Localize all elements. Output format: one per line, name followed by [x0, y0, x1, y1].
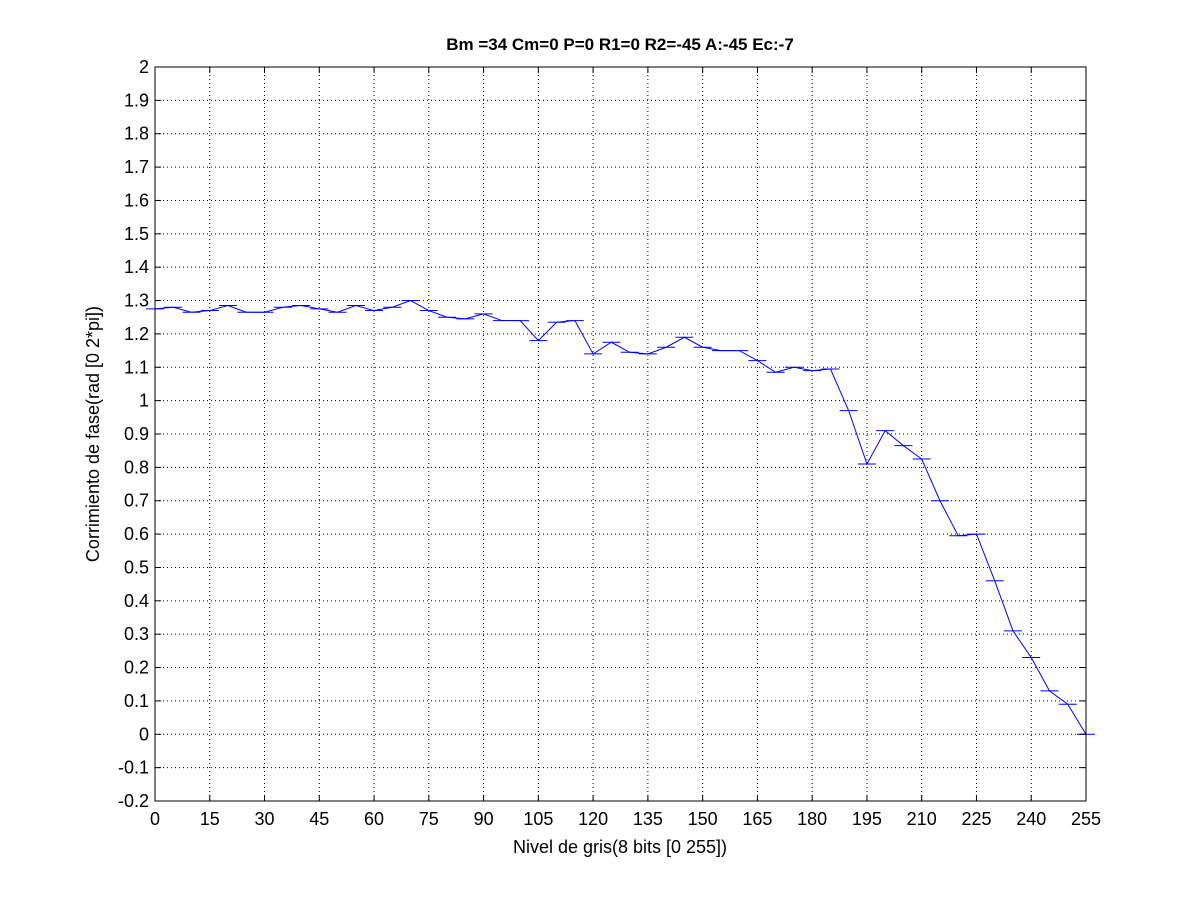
y-tick-label: 1.5	[124, 224, 149, 244]
y-tick-label: 1.8	[124, 124, 149, 144]
y-tick-label: 0.9	[124, 424, 149, 444]
y-tick-label: 0.2	[124, 658, 149, 678]
x-tick-label: 135	[633, 809, 663, 829]
data-markers	[146, 300, 1095, 735]
y-tick-label: 1.6	[124, 190, 149, 210]
x-tick-label: 45	[309, 809, 329, 829]
x-tick-label: 150	[688, 809, 718, 829]
x-tick-label: 90	[474, 809, 494, 829]
x-tick-label: 15	[200, 809, 220, 829]
x-tick-label: 165	[742, 809, 772, 829]
y-tick-label: 1	[139, 391, 149, 411]
x-tick-label: 75	[419, 809, 439, 829]
x-tick-label: 255	[1071, 809, 1101, 829]
data-series	[154, 300, 1087, 735]
x-tick-label: 225	[961, 809, 991, 829]
y-tick-label: -0.2	[118, 791, 149, 811]
x-tick-labels: 0 15 30 45 60 75 90 105 120 135 150 165 180 195 210 225…	[150, 809, 1101, 829]
y-tick-label: 2	[139, 57, 149, 77]
x-tick-label: 210	[907, 809, 937, 829]
axis-ticks	[154, 66, 1087, 802]
x-tick-label: 0	[150, 809, 160, 829]
x-tick-label: 120	[578, 809, 608, 829]
series-line	[154, 300, 1087, 735]
y-tick-label: 0.7	[124, 491, 149, 511]
x-tick-label: 180	[797, 809, 827, 829]
y-tick-label: 1.7	[124, 157, 149, 177]
x-tick-label: 60	[364, 809, 384, 829]
y-tick-label: 0.5	[124, 557, 149, 577]
y-tick-label: 1.9	[124, 90, 149, 110]
x-tick-label: 195	[852, 809, 882, 829]
chart-title: Bm =34 Cm=0 P=0 R1=0 R2=-45 A:-45 Ec:-7	[446, 35, 794, 54]
y-tick-label: -0.1	[118, 758, 149, 778]
x-axis-label: Nivel de gris(8 bits [0 255])	[513, 837, 727, 857]
y-tick-label: 1.3	[124, 291, 149, 311]
y-tick-label: 1.2	[124, 324, 149, 344]
y-tick-label: 0.3	[124, 624, 149, 644]
y-tick-labels: -0.2 -0.1 0 0.1 0.2 0.3 0.4 0.5 0.6 0.7 0.8 0.9 1 1.1…	[118, 57, 149, 811]
y-tick-label: 1.4	[124, 257, 149, 277]
y-tick-label: 0.4	[124, 591, 149, 611]
y-tick-label: 0	[139, 724, 149, 744]
x-tick-label: 240	[1016, 809, 1046, 829]
y-tick-label: 0.1	[124, 691, 149, 711]
y-tick-label: 1.1	[124, 357, 149, 377]
x-tick-label: 105	[523, 809, 553, 829]
y-tick-label: 0.6	[124, 524, 149, 544]
y-axis-label: Corrimiento de fase(rad [0 2*pi])	[83, 306, 103, 562]
y-tick-label: 0.8	[124, 457, 149, 477]
x-tick-label: 30	[255, 809, 275, 829]
plot-area	[155, 67, 1086, 801]
